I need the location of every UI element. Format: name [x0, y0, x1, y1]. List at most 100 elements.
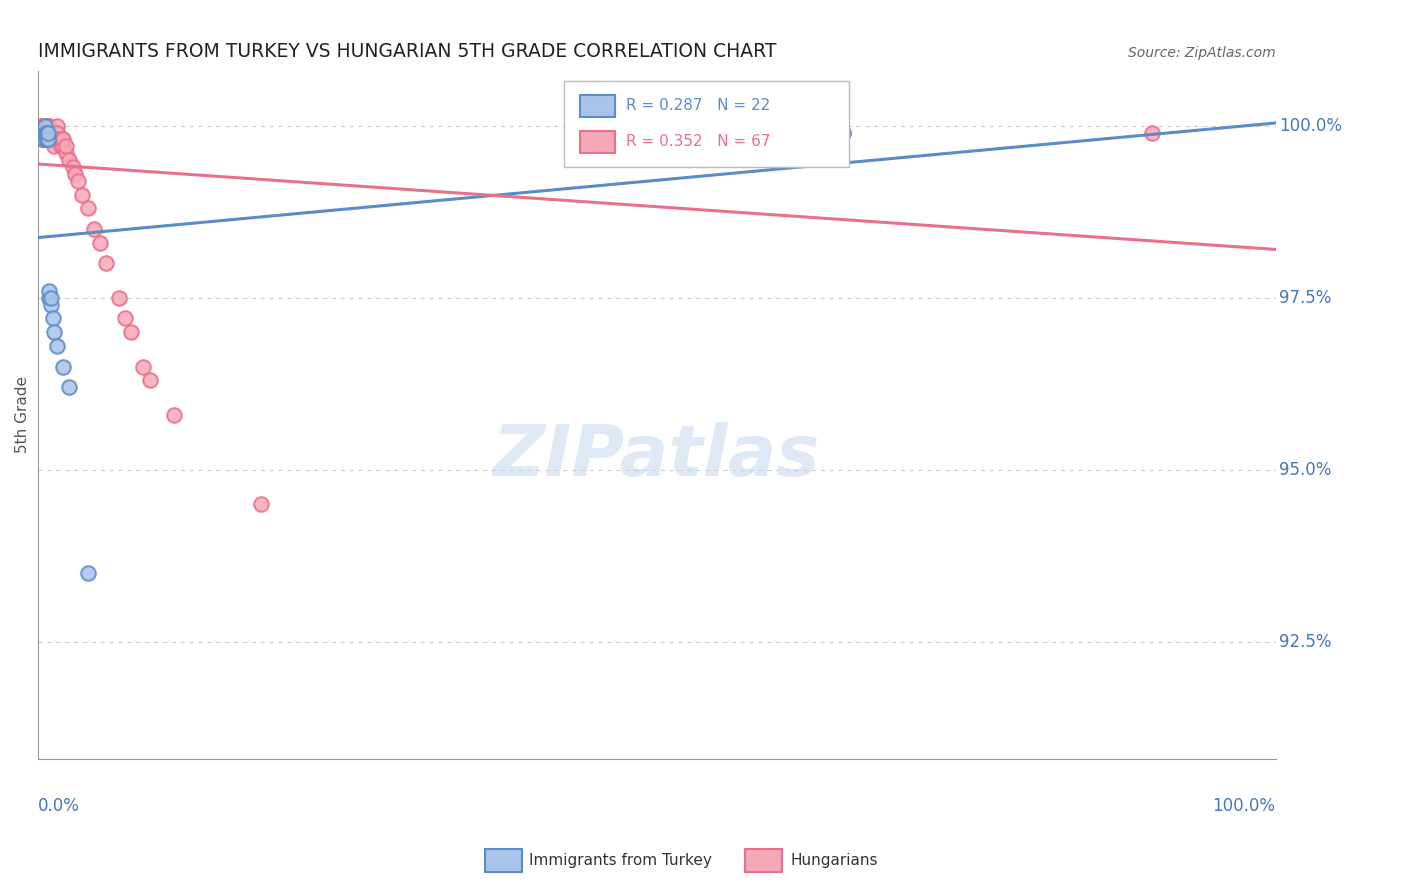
Point: [35, 126, 58, 140]
Point: [831, 126, 853, 140]
Point: [44, 139, 66, 153]
Point: [35, 126, 58, 140]
Point: [32, 126, 55, 140]
Text: Source: ZipAtlas.com: Source: ZipAtlas.com: [1128, 46, 1275, 61]
Point: [120, 325, 142, 339]
Point: [34, 119, 56, 133]
Point: [42, 132, 65, 146]
Point: [39, 297, 62, 311]
Point: [31, 119, 53, 133]
Point: [46, 132, 69, 146]
Point: [35, 132, 58, 146]
Point: [35, 126, 58, 140]
Point: [55, 146, 77, 161]
Text: 97.5%: 97.5%: [1279, 289, 1331, 307]
Point: [114, 311, 136, 326]
Point: [45, 339, 67, 353]
Point: [35, 119, 58, 133]
Point: [138, 373, 160, 387]
Text: Hungarians: Hungarians: [790, 854, 877, 868]
Text: IMMIGRANTS FROM TURKEY VS HUNGARIAN 5TH GRADE CORRELATION CHART: IMMIGRANTS FROM TURKEY VS HUNGARIAN 5TH …: [38, 42, 778, 61]
Point: [37, 132, 59, 146]
Point: [34, 119, 56, 133]
Point: [34, 126, 56, 140]
Point: [32, 119, 55, 133]
Point: [38, 119, 60, 133]
Point: [39, 132, 62, 146]
Point: [39, 291, 62, 305]
Y-axis label: 5th Grade: 5th Grade: [15, 376, 30, 453]
Point: [58, 380, 80, 394]
Text: ZIPatlas: ZIPatlas: [494, 422, 821, 491]
Point: [38, 126, 60, 140]
Point: [163, 408, 186, 422]
Text: 95.0%: 95.0%: [1279, 461, 1331, 479]
Point: [132, 359, 155, 374]
FancyBboxPatch shape: [581, 130, 614, 153]
Point: [49, 139, 72, 153]
Point: [1140, 126, 1163, 140]
Text: 92.5%: 92.5%: [1279, 632, 1331, 651]
Point: [45, 119, 67, 133]
FancyBboxPatch shape: [581, 95, 614, 118]
Text: 100.0%: 100.0%: [1212, 797, 1275, 814]
Point: [831, 126, 853, 140]
Text: 100.0%: 100.0%: [1279, 117, 1343, 135]
Point: [58, 153, 80, 167]
Point: [34, 126, 56, 140]
Text: R = 0.352   N = 67: R = 0.352 N = 67: [626, 134, 770, 149]
Text: Immigrants from Turkey: Immigrants from Turkey: [529, 854, 711, 868]
Point: [55, 139, 77, 153]
Text: 0.0%: 0.0%: [38, 797, 80, 814]
Point: [51, 132, 73, 146]
Point: [37, 126, 59, 140]
Point: [37, 119, 59, 133]
Point: [38, 291, 60, 305]
Point: [45, 132, 67, 146]
Point: [32, 126, 55, 140]
Point: [30, 119, 52, 133]
Point: [35, 126, 58, 140]
Point: [31, 126, 53, 140]
Point: [35, 119, 58, 133]
Point: [70, 187, 93, 202]
Point: [89, 235, 111, 250]
Point: [250, 497, 273, 511]
Point: [31, 126, 53, 140]
Point: [66, 174, 89, 188]
FancyBboxPatch shape: [564, 81, 849, 167]
Point: [34, 126, 56, 140]
Point: [34, 119, 56, 133]
Point: [32, 132, 55, 146]
Point: [42, 311, 65, 326]
Point: [52, 359, 75, 374]
Point: [31, 126, 53, 140]
Point: [62, 160, 84, 174]
Point: [34, 119, 56, 133]
Point: [32, 119, 55, 133]
Point: [30, 126, 52, 140]
Point: [37, 126, 59, 140]
Point: [34, 132, 56, 146]
Point: [52, 132, 75, 146]
Point: [38, 284, 60, 298]
Point: [32, 126, 55, 140]
Point: [32, 132, 55, 146]
Point: [41, 126, 63, 140]
Point: [34, 119, 56, 133]
Point: [76, 566, 98, 580]
Point: [107, 291, 129, 305]
Point: [44, 325, 66, 339]
Point: [35, 132, 58, 146]
Point: [83, 222, 105, 236]
Point: [45, 126, 67, 140]
Point: [96, 256, 118, 270]
Point: [37, 132, 59, 146]
Point: [31, 132, 53, 146]
Point: [35, 126, 58, 140]
Point: [32, 126, 55, 140]
Point: [34, 126, 56, 140]
Point: [35, 126, 58, 140]
Point: [39, 126, 62, 140]
Point: [65, 167, 87, 181]
